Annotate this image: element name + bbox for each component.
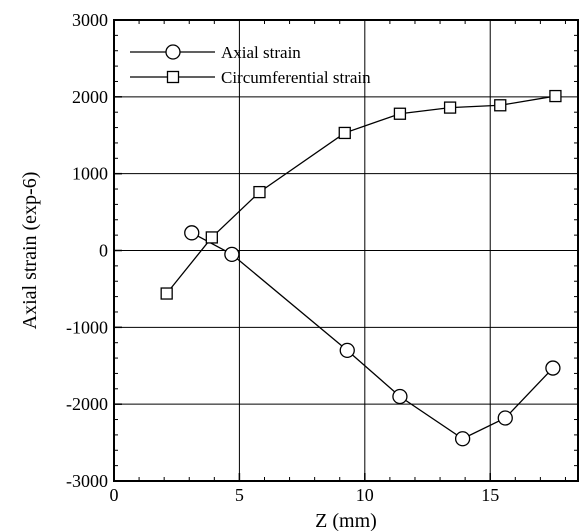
series-line-circumferential <box>166 95 556 294</box>
data-point-circumferential <box>443 101 457 114</box>
y-tick-label: 3000 <box>72 10 108 30</box>
data-point-circumferential <box>549 89 562 103</box>
data-point-axial <box>545 360 561 376</box>
data-point-circumferential <box>393 107 407 120</box>
legend-marker-circle <box>165 44 181 60</box>
legend-label-circumferential: Circumferential strain <box>221 68 371 87</box>
data-point-circumferential <box>494 99 507 112</box>
y-tick-label: -2000 <box>66 394 108 414</box>
legend-item-circumferential: Circumferential strain <box>130 68 371 87</box>
legend-marker-square <box>166 70 180 84</box>
y-tick-label: 0 <box>99 241 108 261</box>
data-point-axial <box>184 225 200 241</box>
x-tick-label: 10 <box>356 485 374 505</box>
data-point-circumferential <box>338 126 351 140</box>
series-markers <box>160 89 562 447</box>
data-point-circumferential <box>205 231 218 244</box>
x-tick-label: 15 <box>481 485 499 505</box>
data-point-circumferential <box>160 287 173 300</box>
y-tick-label: -3000 <box>66 471 108 491</box>
data-point-axial <box>224 246 240 262</box>
series-line-axial <box>191 232 554 440</box>
data-point-axial <box>454 431 471 447</box>
x-axis-title: Z (mm) <box>315 510 377 531</box>
axis-ticks <box>113 19 578 482</box>
data-point-axial <box>339 342 355 359</box>
data-point-circumferential <box>253 185 266 199</box>
legend: Axial strain Circumferential strain <box>130 43 371 87</box>
data-point-axial <box>392 388 408 405</box>
x-tick-label: 5 <box>235 485 244 505</box>
y-tick-label: 2000 <box>72 87 108 107</box>
grid-lines <box>114 20 578 481</box>
legend-label-axial: Axial strain <box>221 43 301 62</box>
tick-labels: 0 5 10 15 -3000 -2000 -1000 0 1000 2000 3000 <box>66 10 499 505</box>
series-lines <box>166 95 556 440</box>
data-point-axial <box>497 410 513 426</box>
legend-item-axial: Axial strain <box>130 43 301 62</box>
y-axis-title: Axial strain (exp-6) <box>19 172 41 330</box>
x-tick-label: 0 <box>110 485 119 505</box>
y-tick-label: -1000 <box>66 317 108 337</box>
y-tick-label: 1000 <box>72 164 108 184</box>
